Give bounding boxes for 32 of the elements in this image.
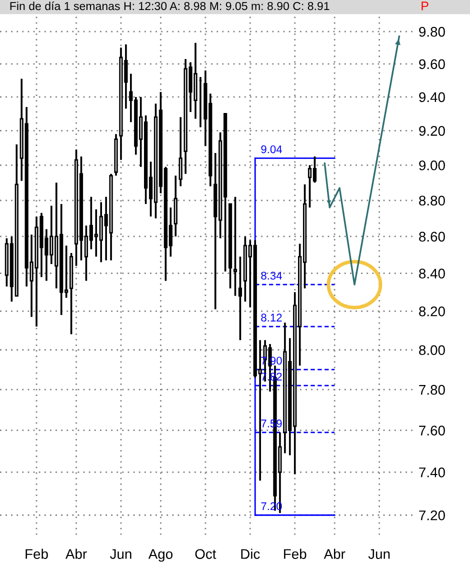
y-tick-label: 7.20 — [419, 510, 445, 520]
y-tick-label: 9.40 — [419, 92, 445, 102]
ref-line-label: 9.04 — [261, 145, 282, 154]
x-tick-label: Feb — [26, 548, 48, 559]
y-tick-label: 7.80 — [419, 384, 445, 395]
candlestick — [238, 256, 242, 342]
y-tick-label: 7.60 — [419, 426, 445, 436]
y-tick-label: 8.40 — [419, 268, 445, 279]
x-tick-label: Dic — [241, 548, 260, 559]
y-tick-label: 8.60 — [419, 232, 445, 242]
line-series — [324, 36, 400, 286]
x-tick-label: Abr — [65, 548, 87, 559]
chart-title: Fin de día 1 semanas H: 12:30 A: 8.98 M: 9.05 m: 8.90 C: 8.91 — [10, 2, 330, 10]
candlestick — [233, 196, 238, 297]
ref-line-label: 8.34 — [261, 272, 282, 280]
x-tick-label: Ago — [148, 549, 172, 562]
x-tick-label: Oct — [195, 549, 216, 559]
y-tick-label: 9.80 — [419, 26, 445, 37]
y-tick-label: 8.80 — [419, 196, 445, 206]
x-tick-label: Abr — [324, 548, 346, 559]
x-tick-label: Feb — [284, 548, 306, 559]
text: P — [422, 2, 428, 10]
candlestick — [178, 116, 182, 188]
y-tick-label: 8.00 — [419, 345, 445, 356]
y-tick-label: 9.00 — [419, 160, 445, 170]
x-tick-label: Jun — [110, 549, 132, 559]
y-tick-label: 7.40 — [419, 467, 445, 478]
ref-line-label: 8.12 — [261, 314, 282, 322]
y-tick-label: 9.60 — [419, 59, 445, 70]
x-tick-label: Jun — [368, 549, 390, 559]
y-tick-label: 9.20 — [419, 126, 445, 136]
y-tick-label: 8.20 — [419, 306, 445, 316]
